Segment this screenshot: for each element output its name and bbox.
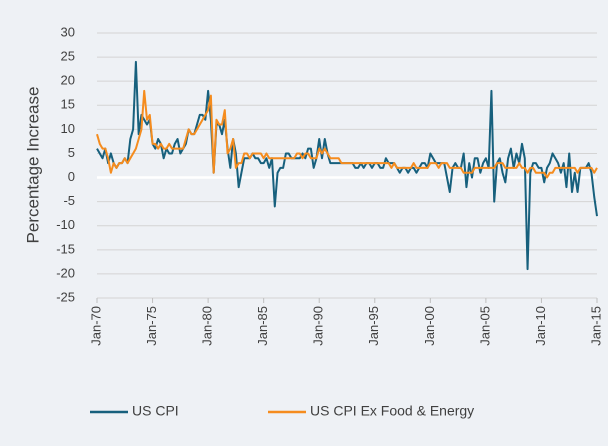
x-tick-label: Jan-00: [422, 306, 437, 346]
x-tick-label: Jan-95: [366, 306, 381, 346]
y-tick-label: 30: [61, 24, 75, 39]
y-tick-label: 25: [61, 49, 75, 64]
y-tick-label: 15: [61, 97, 75, 112]
x-tick-label: Jan-70: [88, 306, 103, 346]
x-tick-label: Jan-05: [477, 306, 492, 346]
x-tick-label: Jan-75: [144, 306, 159, 346]
y-axis-label: Percentage Increase: [23, 87, 42, 244]
x-tick-label: Jan-15: [588, 306, 603, 346]
y-tick-label: -5: [63, 193, 75, 208]
x-tick-label: Jan-85: [255, 306, 270, 346]
y-tick-label: 10: [61, 121, 75, 136]
y-tick-label: -15: [56, 241, 75, 256]
series-line: [96, 89, 598, 179]
x-tick-label: Jan-90: [311, 306, 326, 346]
y-tick-label: 5: [68, 145, 75, 160]
y-tick-label: 20: [61, 73, 75, 88]
y-tick-label: -20: [56, 265, 75, 280]
legend-label: US CPI Ex Food & Energy: [310, 403, 474, 419]
y-tick-label: -10: [56, 217, 75, 232]
x-tick-label: Jan-10: [533, 306, 548, 346]
x-tick-label: Jan-80: [200, 306, 215, 346]
y-tick-label: 0: [68, 169, 75, 184]
legend-label: US CPI: [132, 403, 179, 419]
y-tick-label: -25: [56, 289, 75, 304]
